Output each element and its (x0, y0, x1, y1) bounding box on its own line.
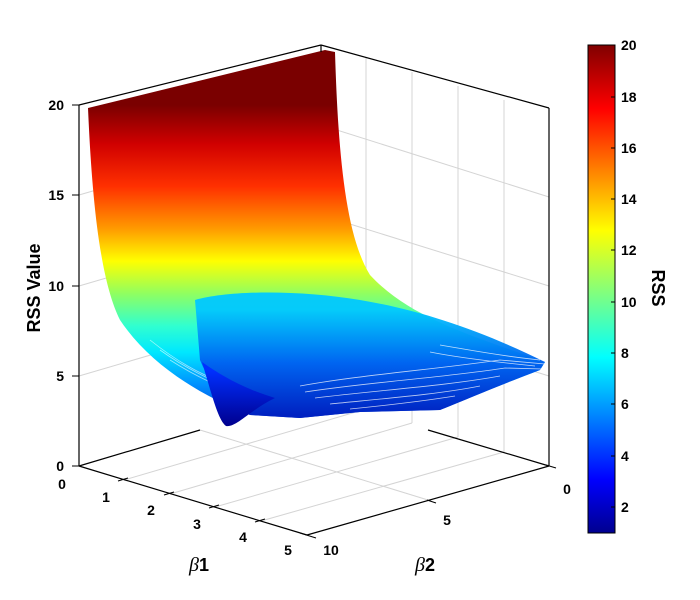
cb-tick-16: 16 (621, 140, 637, 156)
colorbar-gradient (587, 44, 616, 534)
tick-marks (72, 104, 557, 539)
z-tick-10: 10 (48, 278, 64, 294)
cb-tick-18: 18 (621, 89, 637, 105)
z-tick-15: 15 (48, 187, 64, 203)
cb-tick-12: 12 (621, 242, 637, 258)
cb-tick-14: 14 (621, 191, 637, 207)
beta1-tick-labels: 0 1 2 3 4 5 (58, 476, 292, 558)
beta1-tick-3: 3 (193, 516, 201, 532)
cb-tick-2: 2 (621, 499, 629, 515)
colorbar: 2 4 6 8 10 12 14 16 18 20 RSS (587, 37, 668, 534)
beta2-axis-title: β2 (414, 554, 435, 576)
cb-tick-8: 8 (621, 345, 629, 361)
beta2-tick-labels: 0 5 10 (323, 481, 571, 558)
z-tick-5: 5 (56, 368, 64, 384)
cb-tick-20: 20 (621, 37, 637, 53)
beta1-tick-1: 1 (102, 489, 110, 505)
colorbar-title: RSS (648, 269, 668, 306)
cb-tick-6: 6 (621, 396, 629, 412)
cb-tick-4: 4 (621, 448, 629, 464)
beta2-tick-0: 0 (563, 481, 571, 497)
z-axis-title: RSS Value (24, 243, 44, 332)
beta2-tick-5: 5 (443, 512, 451, 528)
z-tick-labels: 0 5 10 15 20 (48, 97, 64, 474)
beta1-tick-5: 5 (284, 542, 292, 558)
beta1-axis-title: β1 (188, 554, 209, 576)
cb-tick-10: 10 (621, 294, 637, 310)
beta2-tick-10: 10 (323, 542, 339, 558)
beta1-tick-4: 4 (239, 529, 247, 545)
z-tick-20: 20 (48, 97, 64, 113)
z-tick-0: 0 (56, 458, 64, 474)
beta1-tick-0: 0 (58, 476, 66, 492)
beta1-tick-2: 2 (147, 502, 155, 518)
rss-surface (88, 50, 546, 427)
